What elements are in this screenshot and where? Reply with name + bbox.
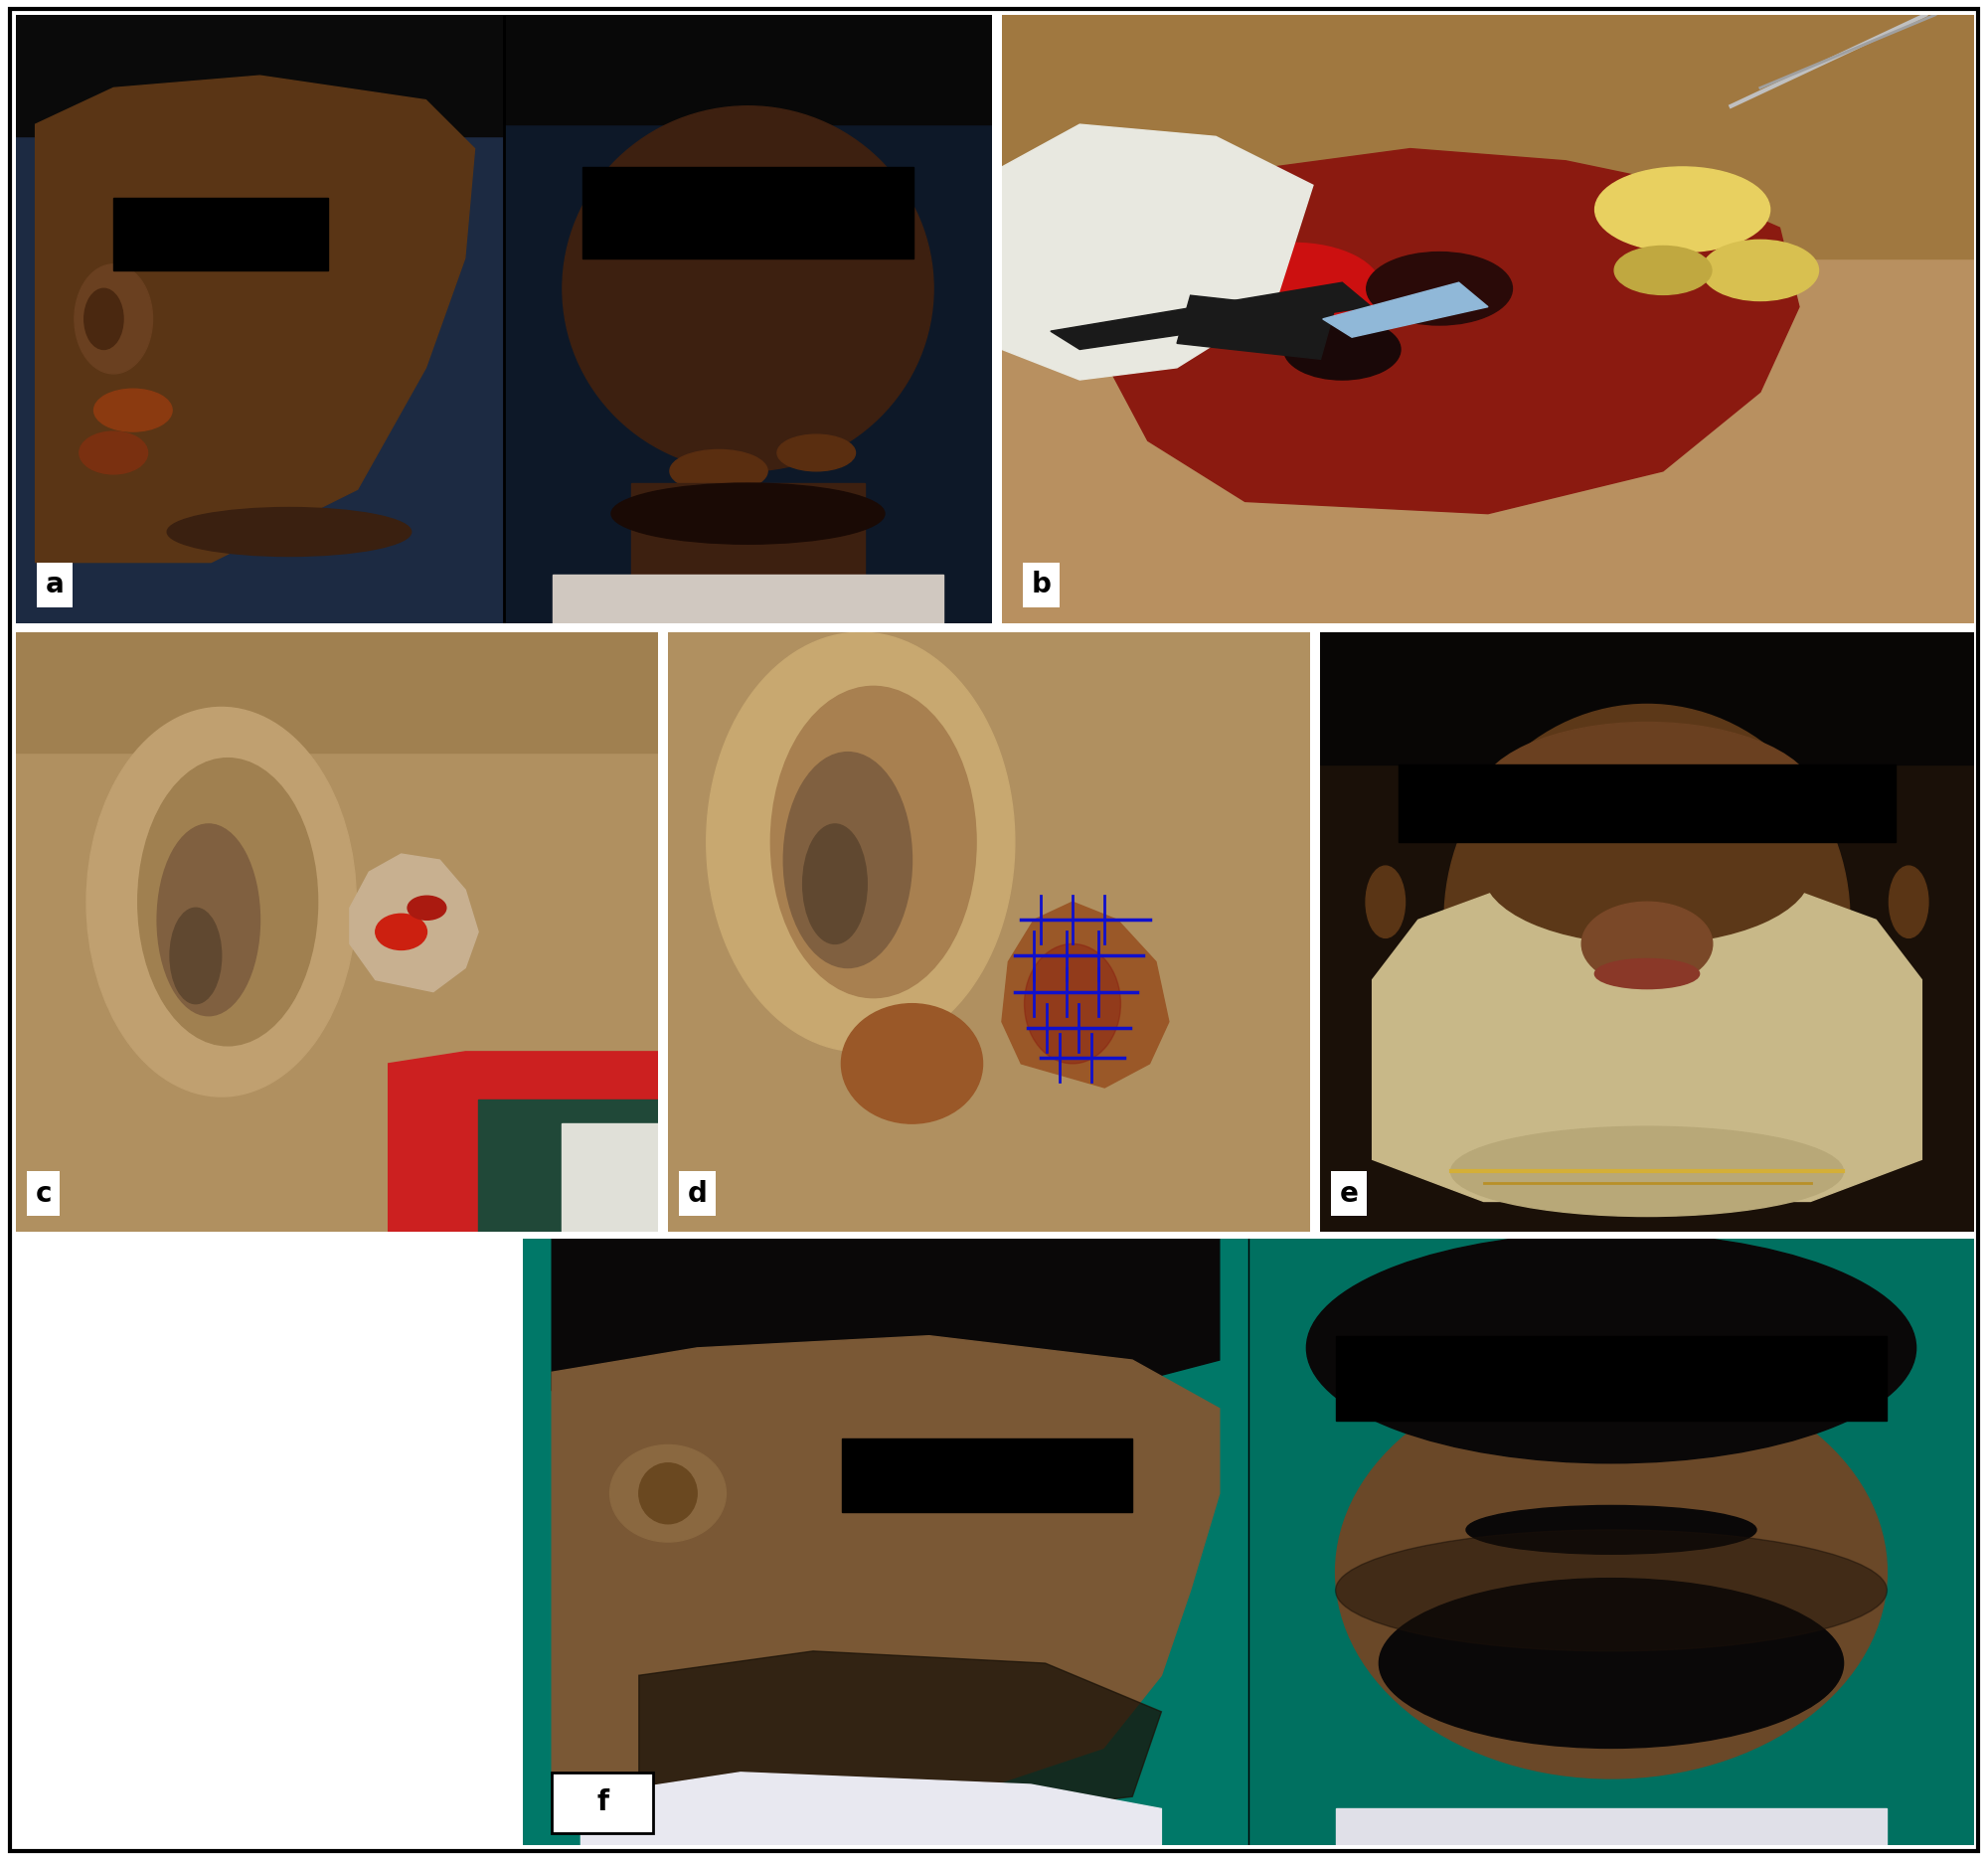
Ellipse shape [1889,867,1928,937]
Polygon shape [553,1335,1219,1821]
Polygon shape [1050,283,1372,350]
Polygon shape [1372,872,1922,1202]
Bar [479,1099,658,1231]
Ellipse shape [1366,867,1406,937]
Ellipse shape [87,707,356,1097]
Ellipse shape [1445,705,1849,1135]
Ellipse shape [376,913,427,950]
Ellipse shape [706,632,1014,1051]
Polygon shape [1002,125,1312,379]
Bar [16,15,505,136]
Bar [1398,764,1897,843]
Text: c: c [36,1179,52,1207]
Ellipse shape [157,824,260,1016]
Polygon shape [580,1773,1161,1845]
Ellipse shape [1207,244,1382,335]
FancyBboxPatch shape [553,1773,654,1832]
Ellipse shape [1483,800,1811,943]
Bar [1002,15,1974,259]
Ellipse shape [771,686,976,997]
Ellipse shape [841,1004,982,1123]
Polygon shape [1002,902,1169,1088]
Bar [523,1239,1248,1845]
Polygon shape [36,76,475,562]
Ellipse shape [1477,722,1817,878]
Text: b: b [1032,571,1052,599]
Polygon shape [553,1239,1219,1408]
Ellipse shape [1380,1579,1843,1748]
Ellipse shape [1702,240,1819,301]
Ellipse shape [83,288,123,350]
Ellipse shape [1594,167,1769,253]
Bar [1336,1335,1887,1421]
Bar [553,575,942,623]
Bar [113,197,328,270]
Ellipse shape [74,264,153,374]
Bar [16,632,658,751]
Ellipse shape [1336,1529,1887,1652]
Ellipse shape [610,1445,726,1542]
Bar [1336,1808,1887,1845]
Ellipse shape [1024,943,1121,1064]
Ellipse shape [783,751,912,967]
Ellipse shape [171,908,221,1004]
Ellipse shape [167,508,412,556]
Ellipse shape [1306,1233,1916,1464]
Bar [505,15,992,623]
Text: d: d [688,1179,708,1207]
Ellipse shape [1451,1127,1843,1216]
Bar [16,15,505,623]
Ellipse shape [408,897,445,921]
Text: a: a [46,571,64,599]
Ellipse shape [1336,1365,1887,1778]
Ellipse shape [1594,958,1700,990]
Ellipse shape [1366,253,1513,325]
Polygon shape [1322,283,1487,337]
Bar [1320,632,1974,764]
Bar [582,167,914,259]
Bar [505,15,992,125]
Ellipse shape [93,389,173,432]
Bar [563,1123,658,1231]
Bar [1177,296,1334,359]
Ellipse shape [777,435,855,471]
Ellipse shape [1467,1505,1757,1555]
Text: e: e [1340,1179,1358,1207]
Polygon shape [388,1051,658,1231]
Polygon shape [350,854,479,991]
Ellipse shape [803,824,867,943]
Ellipse shape [1582,902,1712,986]
Ellipse shape [1614,246,1712,294]
Bar [843,1440,1133,1512]
Polygon shape [638,1652,1161,1821]
Bar [505,15,992,623]
Ellipse shape [670,450,767,493]
Ellipse shape [612,484,885,543]
Ellipse shape [80,432,147,474]
Ellipse shape [638,1464,698,1523]
Bar [1248,1239,1974,1845]
Polygon shape [1099,149,1799,513]
Ellipse shape [1284,320,1400,379]
Ellipse shape [137,759,318,1045]
Text: f: f [596,1789,608,1817]
Bar [630,484,865,575]
Ellipse shape [563,106,934,471]
